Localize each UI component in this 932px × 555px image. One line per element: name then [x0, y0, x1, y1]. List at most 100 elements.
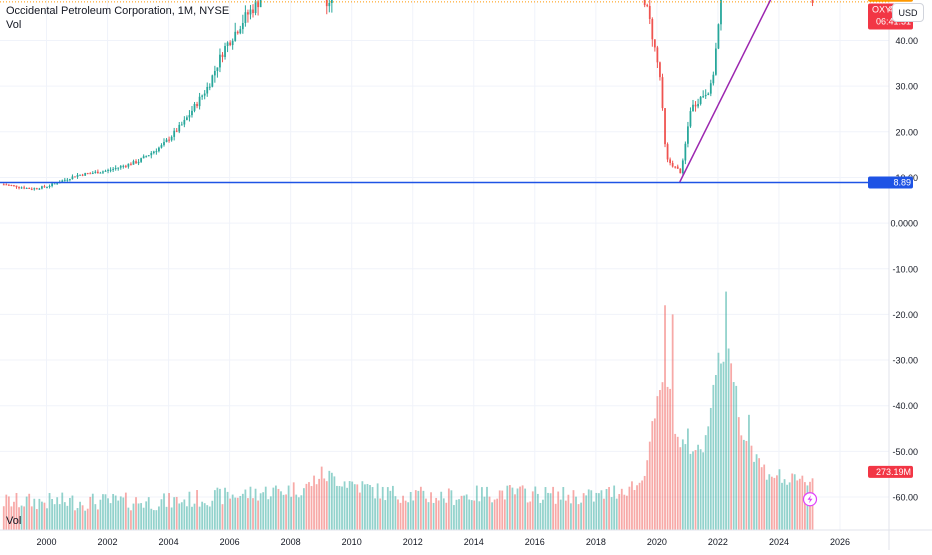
candle-body [697, 104, 699, 106]
volume-bar [145, 501, 147, 530]
volume-bar [669, 389, 671, 530]
candle-body [214, 71, 216, 75]
volume-bar [690, 454, 692, 530]
volume-bar [718, 353, 720, 530]
candle-body [3, 184, 5, 185]
candle-body [89, 173, 91, 174]
support-price-tag-text: 8.89 [893, 178, 911, 188]
candle-body [161, 145, 163, 148]
candle-body [219, 55, 221, 68]
volume-bar [211, 501, 213, 530]
symbol-title[interactable]: Occidental Petroleum Corporation, 1M, NY… [6, 4, 229, 18]
volume-bar [237, 498, 239, 530]
volume-bar [532, 491, 534, 530]
volume-bar [191, 507, 193, 530]
candle-body [13, 185, 15, 186]
volume-bar [725, 292, 727, 530]
volume-bar [361, 481, 363, 530]
volume-bar [239, 496, 241, 530]
volume-bar [667, 387, 669, 530]
volume-bar [260, 493, 262, 530]
volume-bar [382, 487, 384, 530]
volume-bar [654, 418, 656, 530]
volume-bar [227, 492, 229, 530]
volume-bar [267, 499, 269, 530]
volume-bar [649, 442, 651, 530]
candle-body [41, 186, 43, 188]
volume-bar [527, 502, 529, 530]
candle-body [229, 43, 231, 46]
volume-bar [150, 509, 152, 530]
volume-bar [255, 489, 257, 530]
candle-body [66, 180, 68, 181]
volume-bar [684, 444, 686, 530]
candle-body [211, 75, 213, 86]
candle-body [178, 125, 180, 132]
volume-bar [603, 499, 605, 530]
volume-bar [36, 509, 38, 530]
candle-body [186, 117, 188, 120]
volume-bar [229, 499, 231, 530]
volume-bar [89, 497, 91, 530]
volume-bar [128, 508, 130, 530]
volume-bar [478, 501, 480, 530]
candle-body [36, 188, 38, 189]
volume-bar [204, 503, 206, 530]
volume-bar [746, 441, 748, 530]
candle-body [18, 187, 20, 188]
volume-bar [720, 364, 722, 530]
volume-bar [557, 492, 559, 530]
volume-bar [651, 421, 653, 530]
volume-bar [232, 495, 234, 530]
candle-body [135, 161, 137, 163]
volume-bar [176, 497, 178, 530]
currency-button[interactable]: USD [892, 3, 924, 22]
candle-body [659, 62, 661, 77]
volume-pane-label[interactable]: Vol [6, 515, 21, 527]
volume-bar [323, 478, 325, 530]
volume-bar [509, 485, 511, 530]
volume-bar [344, 481, 346, 530]
volume-indicator-label[interactable]: Vol [6, 18, 229, 32]
candle-body [194, 104, 196, 111]
candle-body [201, 96, 203, 97]
volume-bar [712, 385, 714, 530]
candle-body [222, 55, 224, 57]
candle-body [21, 187, 23, 188]
volume-bar [756, 454, 758, 530]
volume-bar [491, 502, 493, 530]
volume-bar [504, 499, 506, 530]
volume-bar [542, 500, 544, 530]
volume-bar [265, 487, 267, 530]
volume-bar [270, 496, 272, 530]
volume-bar [214, 490, 216, 530]
volume-bar [453, 505, 455, 530]
volume-bar [369, 485, 371, 530]
candle-body [120, 166, 122, 167]
candle-body [217, 67, 219, 71]
volume-bar [367, 484, 369, 530]
volume-bar [473, 501, 475, 530]
candle-body [107, 170, 109, 171]
volume-bar [486, 487, 488, 530]
volume-bar [758, 458, 760, 530]
candle-body [664, 108, 666, 144]
candle-body [94, 172, 96, 173]
volume-bar [443, 498, 445, 530]
candle-body [33, 188, 35, 189]
time-tick-label: 2018 [586, 537, 606, 547]
volume-bar [682, 439, 684, 530]
volume-bar [674, 434, 676, 530]
volume-bar [120, 496, 122, 530]
volume-bar [807, 485, 809, 530]
candle-body [702, 96, 704, 97]
volume-bar [766, 480, 768, 530]
volume-bar [69, 498, 71, 530]
volume-bar [272, 488, 274, 530]
volume-bar [646, 460, 648, 530]
candle-body [128, 164, 130, 167]
volume-bar [87, 509, 89, 530]
volume-bar [664, 305, 666, 530]
